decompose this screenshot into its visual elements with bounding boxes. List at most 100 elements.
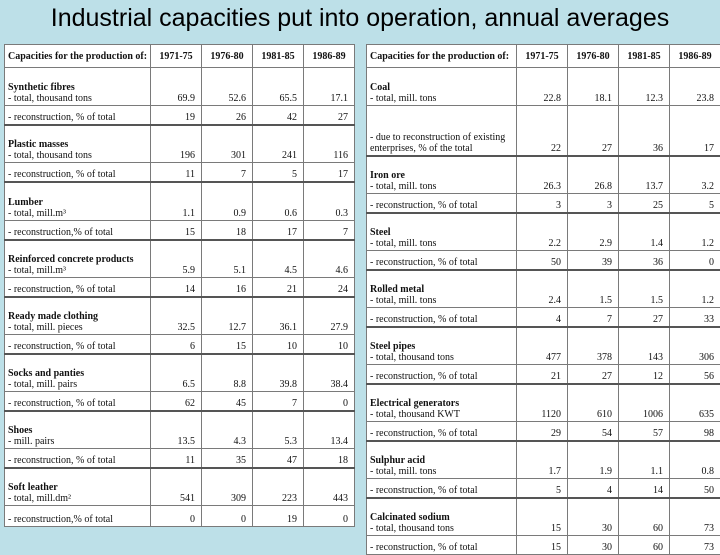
value-cell: 62	[151, 392, 202, 411]
value-cell: 39	[568, 251, 619, 270]
header-label: Capacities for the production of:	[5, 45, 151, 68]
category-name: Rolled metal	[370, 284, 513, 295]
value-cell: 50	[517, 251, 568, 270]
row-label-cell: - reconstruction, % of total	[5, 278, 151, 297]
row-label-cell: - reconstruction, % of total	[367, 479, 517, 498]
value-cell: 17	[253, 221, 304, 240]
value-cell: 13.5	[151, 411, 202, 449]
row-label: - reconstruction, % of total	[370, 542, 513, 553]
value-cell: 3.2	[670, 156, 720, 194]
value-cell: 5.9	[151, 240, 202, 278]
row-label-cell: - reconstruction, % of total	[5, 106, 151, 125]
value-cell: 0	[670, 251, 720, 270]
value-cell: 69.9	[151, 68, 202, 106]
row-label-cell: Calcinated sodium- total, thousand tons	[367, 498, 517, 536]
value-cell: 27	[619, 308, 670, 327]
value-cell: 0	[304, 506, 355, 527]
value-cell: 7	[202, 163, 253, 182]
value-cell: 1.9	[568, 441, 619, 479]
value-cell: 7	[568, 308, 619, 327]
value-cell: 60	[619, 498, 670, 536]
row-label-cell: - reconstruction, % of total	[367, 365, 517, 384]
value-cell: 635	[670, 384, 720, 422]
value-cell: 477	[517, 327, 568, 365]
value-cell: 25	[619, 194, 670, 213]
row-label: - reconstruction, % of total	[8, 398, 147, 409]
value-cell: 0.8	[670, 441, 720, 479]
value-cell: 27	[568, 106, 619, 156]
value-cell: 0	[304, 392, 355, 411]
category-name: Steel pipes	[370, 341, 513, 352]
value-cell: 23.8	[670, 68, 720, 106]
row-label: - total, thousand tons	[370, 352, 513, 363]
row-label-cell: Steel- total, mill. tons	[367, 213, 517, 251]
row-label: - reconstruction, % of total	[8, 112, 147, 123]
row-label: - total, mill. pairs	[8, 379, 147, 390]
value-cell: 29	[517, 422, 568, 441]
value-cell: 6	[151, 335, 202, 354]
table-row: Reinforced concrete products- total, mil…	[5, 240, 355, 278]
value-cell: 4.6	[304, 240, 355, 278]
row-label: - total, mill. tons	[370, 181, 513, 192]
value-cell: 33	[670, 308, 720, 327]
value-cell: 54	[568, 422, 619, 441]
value-cell: 7	[304, 221, 355, 240]
value-cell: 36	[619, 251, 670, 270]
category-name: Reinforced concrete products	[8, 254, 147, 265]
value-cell: 301	[202, 125, 253, 163]
left-capacities-table: Capacities for the production of: 1971-7…	[4, 44, 355, 527]
value-cell: 52.6	[202, 68, 253, 106]
row-label-cell: - reconstruction, % of total	[367, 251, 517, 270]
row-label-cell: - reconstruction, % of total	[5, 163, 151, 182]
value-cell: 1.5	[619, 270, 670, 308]
value-cell: 7	[253, 392, 304, 411]
value-cell: 18	[202, 221, 253, 240]
value-cell: 610	[568, 384, 619, 422]
value-cell: 26.3	[517, 156, 568, 194]
value-cell: 1.7	[517, 441, 568, 479]
value-cell: 2.4	[517, 270, 568, 308]
row-label: - reconstruction, % of total	[8, 169, 147, 180]
row-label-cell: - reconstruction, % of total	[367, 308, 517, 327]
value-cell: 5.1	[202, 240, 253, 278]
value-cell: 24	[304, 278, 355, 297]
row-label: - reconstruction, % of total	[370, 428, 513, 439]
value-cell: 35	[202, 449, 253, 468]
value-cell: 38.4	[304, 354, 355, 392]
value-cell: 1.2	[670, 213, 720, 251]
value-cell: 223	[253, 468, 304, 506]
row-label: - reconstruction,% of total	[8, 514, 147, 525]
row-label-cell: Shoes- mill. pairs	[5, 411, 151, 449]
header-period: 1976-80	[568, 45, 619, 68]
category-name: Synthetic fibres	[8, 82, 147, 93]
value-cell: 10	[253, 335, 304, 354]
value-cell: 4.3	[202, 411, 253, 449]
header-row: Capacities for the production of: 1971-7…	[5, 45, 355, 68]
value-cell: 18	[304, 449, 355, 468]
value-cell: 116	[304, 125, 355, 163]
value-cell: 32.5	[151, 297, 202, 335]
row-label: - total, thousand tons	[370, 523, 513, 534]
value-cell: 1.2	[670, 270, 720, 308]
value-cell: 15	[517, 498, 568, 536]
value-cell: 47	[253, 449, 304, 468]
value-cell: 12.7	[202, 297, 253, 335]
value-cell: 5	[670, 194, 720, 213]
value-cell: 306	[670, 327, 720, 365]
category-name: Ready made clothing	[8, 311, 147, 322]
category-name: Sulphur acid	[370, 455, 513, 466]
value-cell: 14	[151, 278, 202, 297]
row-label: - total, mill. tons	[370, 466, 513, 477]
value-cell: 15	[202, 335, 253, 354]
row-label: - reconstruction, % of total	[370, 314, 513, 325]
